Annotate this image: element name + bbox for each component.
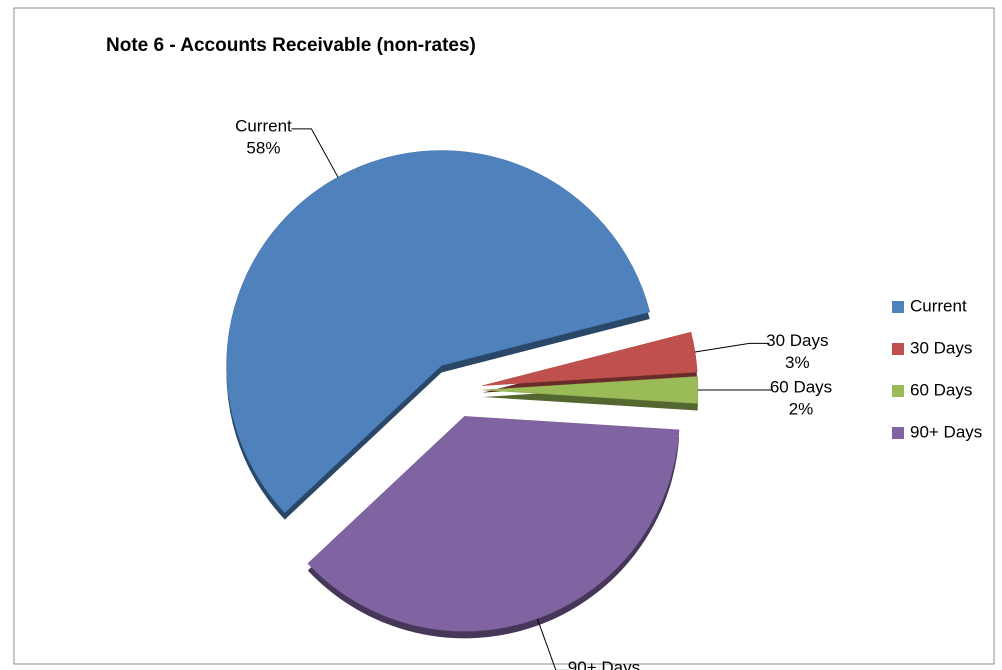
data-label-name: 60 Days <box>770 377 832 396</box>
legend-swatch <box>892 301 904 313</box>
legend-label: 60 Days <box>910 380 972 399</box>
leader-line <box>694 342 770 353</box>
data-label-name: 90+ Days <box>568 658 640 670</box>
leader-line <box>536 618 576 670</box>
slice <box>307 416 680 632</box>
legend-label: 30 Days <box>910 338 972 357</box>
leader-line <box>291 128 339 178</box>
data-label-name: 30 Days <box>766 331 828 350</box>
data-label-value: 2% <box>789 399 814 418</box>
chart-title: Note 6 - Accounts Receivable (non-rates) <box>106 35 476 56</box>
legend-swatch <box>892 385 904 397</box>
legend-label: 90+ Days <box>910 422 982 441</box>
data-label-name: Current <box>235 116 292 135</box>
data-label-value: 3% <box>785 353 810 372</box>
slice <box>226 150 651 513</box>
legend-swatch <box>892 343 904 355</box>
legend-label: Current <box>910 296 967 315</box>
data-label-value: 58% <box>246 138 280 157</box>
legend-swatch <box>892 427 904 439</box>
